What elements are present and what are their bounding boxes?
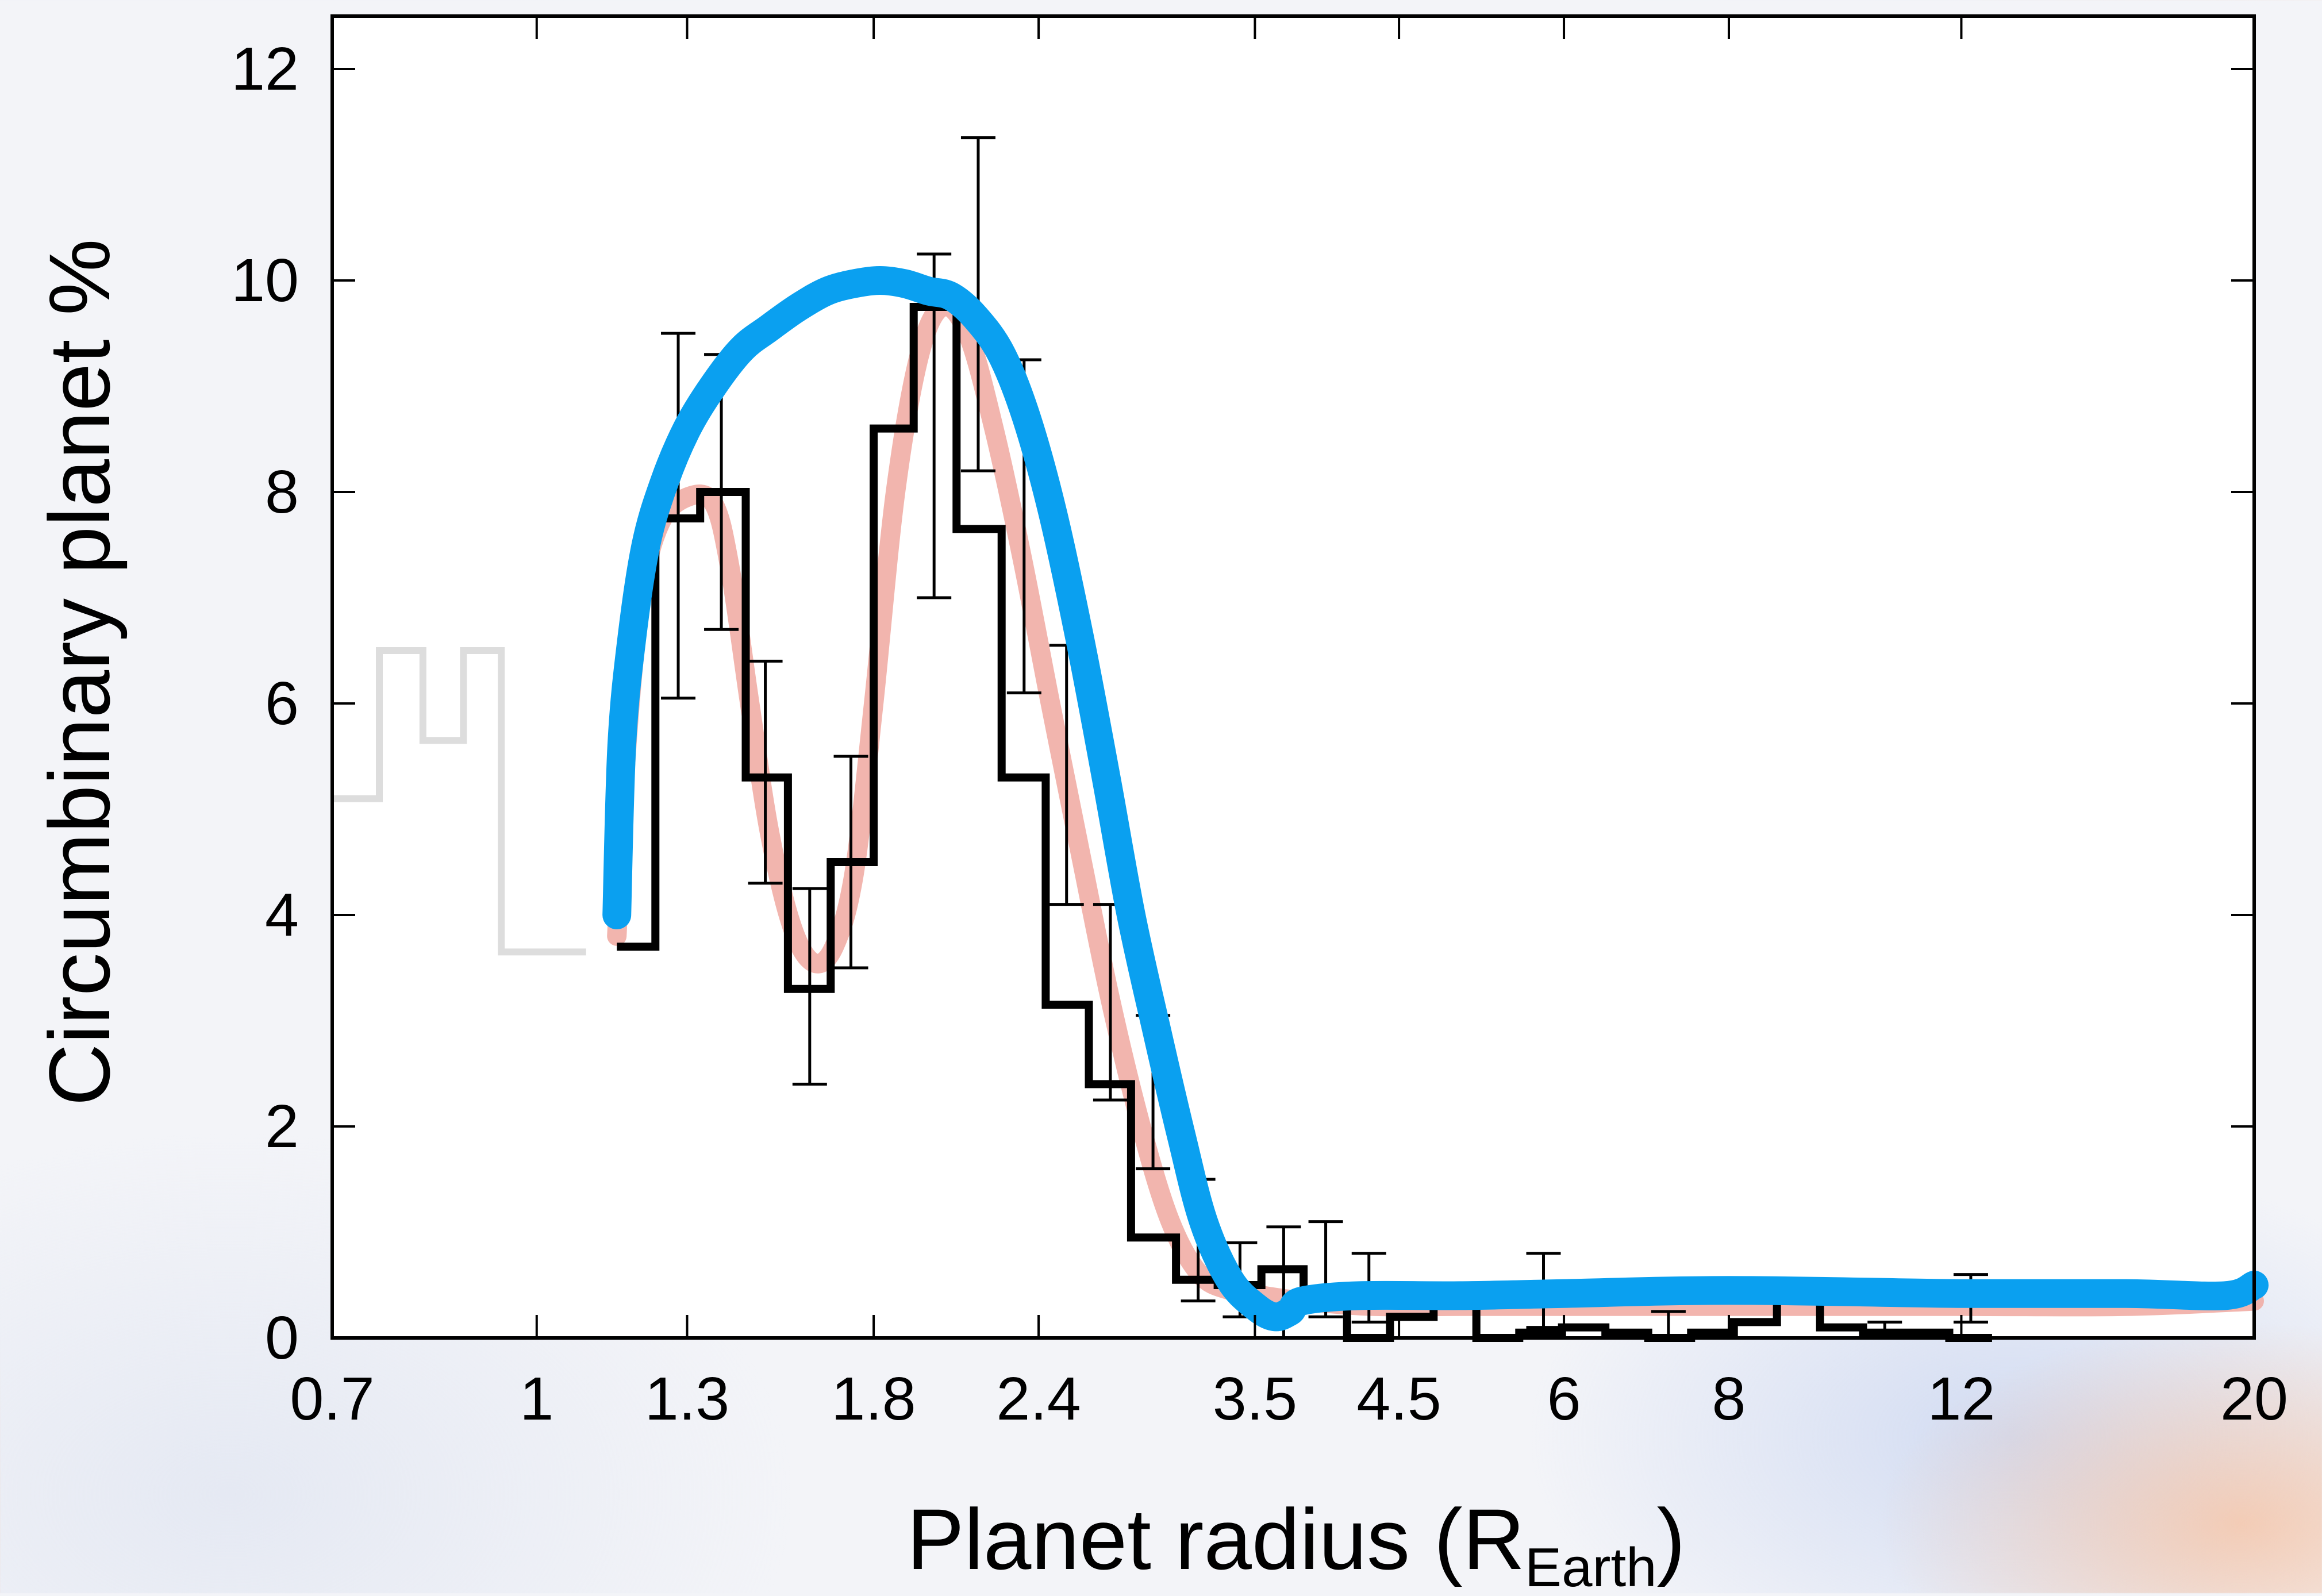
y-tick-label: 0 — [265, 1304, 299, 1372]
error-bar — [748, 659, 783, 885]
error-bar — [833, 755, 868, 970]
y-tick-label: 10 — [231, 247, 299, 314]
x-axis-title-close: ) — [1657, 1491, 1686, 1587]
model-curve-line — [602, 266, 2269, 1332]
x-tick-label: 1.8 — [831, 1365, 916, 1433]
error-bar — [792, 887, 827, 1086]
histogram-layer — [617, 303, 1992, 1342]
x-tick-label: 1 — [520, 1365, 553, 1433]
plot-frame — [330, 14, 2256, 1340]
x-axis-title-main: Planet radius (R — [907, 1491, 1525, 1587]
y-tick-label: 8 — [265, 458, 299, 526]
error-bar — [661, 332, 696, 700]
model-curve-layer — [602, 266, 2269, 1332]
faded-histogram-layer — [332, 647, 586, 956]
histogram-steps — [617, 303, 1992, 1342]
x-axis-title-subscript: Earth — [1525, 1537, 1656, 1593]
y-tick-label: 12 — [231, 35, 299, 103]
tick-marks-layer — [331, 16, 2255, 1339]
x-tick-label: 20 — [2220, 1365, 2288, 1433]
x-tick-label: 8 — [1712, 1365, 1746, 1433]
x-axis-title: Planet radius (REarth) — [907, 1491, 1686, 1593]
x-tick-label: 12 — [1928, 1365, 1996, 1433]
y-tick-label: 4 — [265, 881, 299, 949]
x-tick-label: 3.5 — [1213, 1365, 1297, 1433]
x-tick-label: 4.5 — [1356, 1365, 1441, 1433]
x-tick-label: 0.7 — [290, 1365, 374, 1433]
y-tick-label: 2 — [265, 1093, 299, 1160]
x-tick-label: 2.4 — [996, 1365, 1081, 1433]
x-tick-labels: 0.7 1 1.3 1.8 2.4 3.5 4.5 6 8 12 20 — [290, 1365, 2288, 1433]
faded-histogram-steps — [332, 647, 586, 956]
y-tick-label: 6 — [265, 670, 299, 737]
y-tick-labels: 0 2 4 6 8 10 12 — [231, 35, 299, 1372]
error-bar — [917, 252, 952, 599]
x-tick-label: 1.3 — [645, 1365, 729, 1433]
x-tick-label: 6 — [1547, 1365, 1581, 1433]
y-axis-title: Circumbinary planet % — [31, 239, 128, 1106]
